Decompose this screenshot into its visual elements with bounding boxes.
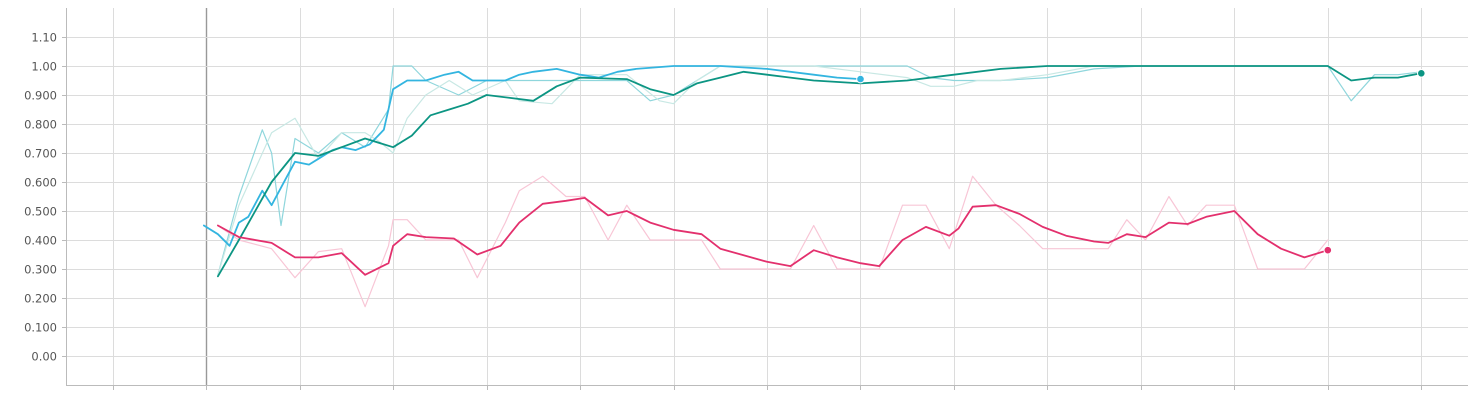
raw-series-line-2 <box>217 175 1329 308</box>
y-tick-label: 1.10 <box>31 31 57 45</box>
series-end-marker[interactable] <box>1323 245 1333 255</box>
y-tick-label: 0.500 <box>24 205 57 219</box>
y-tick-label: 0.200 <box>24 292 57 306</box>
series-end-marker[interactable] <box>1417 69 1426 78</box>
raw-series-line-1 <box>217 65 1422 276</box>
y-tick-label: 1.00 <box>31 60 57 74</box>
x-grid-lines <box>113 8 1422 385</box>
y-tick-label: 0.100 <box>24 321 57 335</box>
y-tick-label: 0.300 <box>24 263 57 277</box>
axes <box>62 8 1468 390</box>
smoothed-series-line-4 <box>216 65 1423 278</box>
series-end-marker[interactable] <box>856 74 865 84</box>
y-grid-lines <box>66 37 1468 357</box>
y-tick-label: 0.900 <box>24 89 57 103</box>
y-tick-label: 0.700 <box>24 147 57 161</box>
smoothed-series-line-5 <box>216 196 1329 276</box>
y-tick-label: 0.800 <box>24 118 57 132</box>
y-tick-label: 0.00 <box>31 350 57 364</box>
series-layer <box>202 65 1423 308</box>
raw-series-line-0 <box>217 65 1422 276</box>
y-tick-label: 0.400 <box>24 234 57 248</box>
y-tick-label: 0.600 <box>24 176 57 190</box>
marker-layer <box>856 69 1426 255</box>
y-tick-labels: 0.00 0.100 0.200 0.300 0.400 0.500 0.600 0.700 0… <box>24 31 57 364</box>
smoothed-series-line-3 <box>202 65 862 247</box>
